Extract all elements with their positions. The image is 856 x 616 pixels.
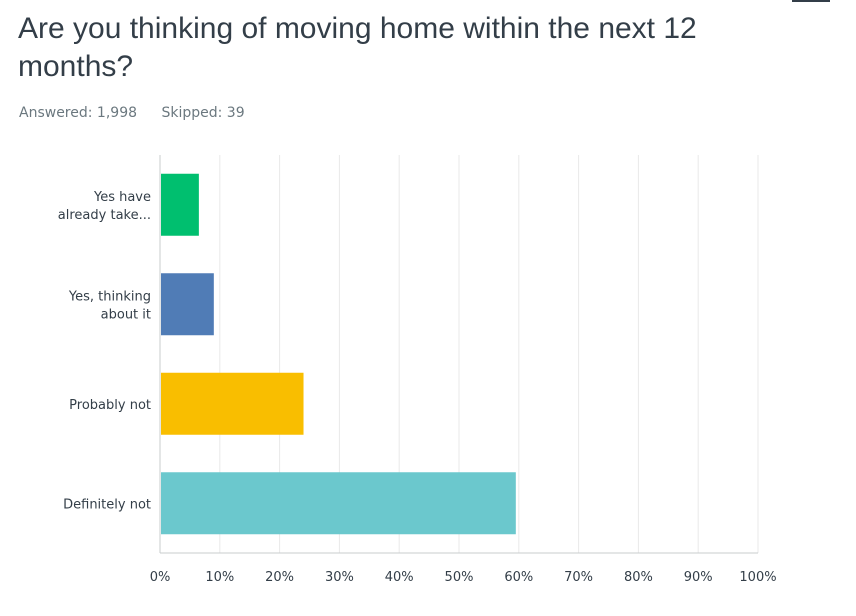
response-stats: Answered: 1,998 Skipped: 39: [19, 105, 265, 121]
x-tick-label: 80%: [624, 570, 653, 585]
question-title: Are you thinking of moving home within t…: [18, 12, 697, 83]
bar: [161, 372, 304, 435]
x-tick-label: 50%: [445, 570, 474, 585]
category-label: Yes have already take...: [58, 190, 151, 223]
x-tick-label: 100%: [739, 570, 776, 585]
x-tick-label: 40%: [385, 570, 414, 585]
answered-count: Answered: 1,998: [19, 105, 138, 121]
bar: [161, 173, 199, 236]
x-tick-label: 20%: [265, 570, 294, 585]
x-tick-label: 30%: [325, 570, 354, 585]
category-label: Yes, thinking about it: [68, 289, 151, 322]
bar: [161, 273, 214, 336]
x-tick-label: 60%: [504, 570, 533, 585]
category-label: Probably not: [69, 398, 151, 413]
x-tick-label: 70%: [564, 570, 593, 585]
bar: [161, 472, 516, 535]
x-tick-label: 10%: [205, 570, 234, 585]
x-tick-label: 0%: [150, 570, 171, 585]
menu-corner-mark: [792, 0, 830, 2]
skipped-count: Skipped: 39: [161, 105, 245, 121]
x-tick-label: 90%: [684, 570, 713, 585]
category-label: Definitely not: [63, 497, 151, 512]
